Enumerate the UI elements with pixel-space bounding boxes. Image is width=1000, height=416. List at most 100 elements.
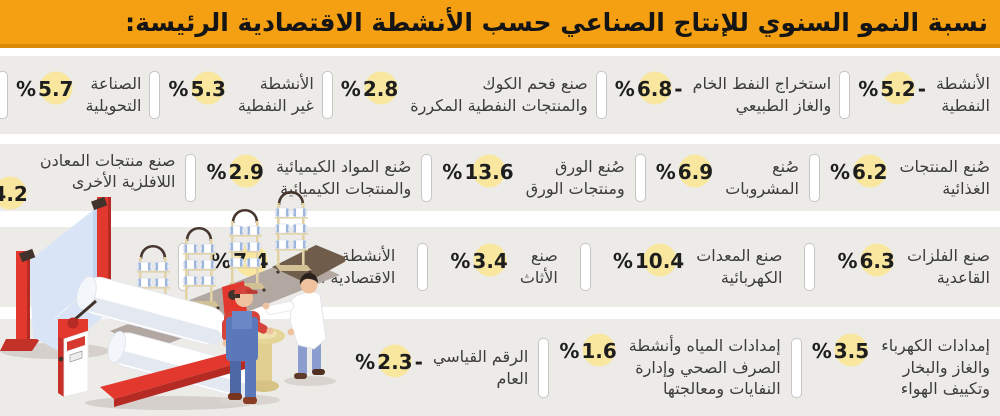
stat-item: الأنشطة غير النفطية % 5.3 — [168, 71, 314, 116]
growth-value: % 13.6 — [442, 154, 515, 188]
stat-item: صُنع المنتجات الغذائية % 6.2 — [830, 154, 990, 199]
growth-number: 5.7 — [38, 77, 74, 102]
growth-number: 5.2 — [880, 77, 916, 102]
percent-symbol: % — [206, 159, 227, 184]
percent-symbol: % — [340, 77, 361, 102]
highlight-circle — [39, 71, 73, 105]
highlight-circle — [472, 154, 506, 188]
divider-pill — [538, 337, 550, 398]
percent-symbol: % — [559, 339, 580, 364]
activity-label: صنع المعدات الكهربائية — [696, 246, 783, 287]
activity-label: صنع فحم الكوك والمنتجات النفطية المكررة — [410, 74, 588, 115]
highlight-circle — [0, 176, 27, 210]
percent-symbol: % — [355, 349, 376, 374]
highlight-circle — [364, 71, 398, 105]
divider-pill — [634, 153, 646, 202]
activity-label: إمدادات الكهرباء والغاز والبخار وتكييف ا… — [881, 336, 990, 399]
growth-value: % 6.2 — [830, 154, 889, 188]
divider-pill — [178, 243, 190, 291]
growth-value: % 6.9 — [655, 154, 715, 188]
percent-symbol: % — [655, 159, 676, 184]
divider-pill — [804, 243, 816, 291]
growth-value: % 7.4 — [211, 243, 270, 277]
activity-label: الأنشطة الاقتصادية الأخرى — [280, 246, 396, 287]
divider-pill — [790, 337, 802, 398]
stats-row-utilities: إمدادات الكهرباء والغاز والبخار وتكييف ا… — [0, 319, 1000, 416]
growth-number: 3.5 — [833, 339, 870, 364]
growth-value: % 6.3 — [837, 243, 896, 277]
growth-number: 6.2 — [852, 159, 888, 184]
growth-value: % 6.8- — [615, 71, 683, 105]
stat-item: صنع الفلزات القاعدية % 6.3 — [837, 243, 990, 288]
activity-label: صُنع الورق ومنتجات الورق — [525, 156, 625, 198]
growth-value: % 3.5 — [811, 333, 871, 367]
divider-pill — [809, 153, 820, 202]
stat-item: صُنع المشروبات % 6.9 — [655, 154, 799, 199]
activity-label: صُنع المشروبات — [725, 156, 799, 198]
highlight-circle — [643, 243, 677, 277]
activity-label: صُنع المواد الكيميائية والمنتجات الكيميا… — [275, 156, 412, 198]
highlight-circle — [229, 154, 263, 188]
growth-value: % 5.7 — [16, 71, 75, 105]
growth-number: 6.8 — [636, 77, 673, 102]
highlight-circle — [582, 333, 616, 367]
divider-pill — [0, 71, 8, 119]
divider-pill — [321, 71, 333, 119]
stats-row-oil: الأنشطة النفطية % 5.2- استخراج النفط الخا… — [0, 56, 1000, 134]
negative-sign: - — [917, 77, 926, 102]
growth-number: 2.8 — [362, 77, 399, 102]
activity-label: صنع منتجات المعادن اللافلزية الأخرى — [39, 150, 176, 192]
growth-value: % 2.9 — [206, 154, 265, 188]
stat-item: صنع فحم الكوك والمنتجات النفطية المكررة … — [340, 71, 588, 116]
percent-symbol: % — [811, 339, 832, 364]
growth-number: 2.3 — [377, 349, 413, 374]
stats-row-manufacturing-1: صُنع المنتجات الغذائية % 6.2 صُنع المشروب… — [0, 144, 1000, 211]
stat-item: الأنشطة الاقتصادية الأخرى % 7.4 — [211, 243, 396, 288]
divider-pill — [595, 71, 607, 119]
stat-item: صُنع الورق ومنتجات الورق % 13.6 — [442, 154, 625, 199]
divider-pill — [421, 153, 433, 202]
activity-label: الأنشطة غير النفطية — [237, 74, 314, 115]
growth-number: 4.2 — [0, 181, 28, 206]
stat-item: إمدادات المياه وأنشطة الصرف الصحي وإدارة… — [559, 333, 781, 400]
negative-sign: - — [674, 77, 683, 102]
activity-label: صنع الأثاث — [519, 246, 558, 287]
growth-number: 6.9 — [677, 159, 714, 184]
growth-number: 3.4 — [472, 249, 508, 274]
activity-label: صُنع المنتجات الغذائية — [899, 156, 990, 198]
growth-value: % 2.8 — [340, 71, 400, 105]
growth-number: 5.3 — [190, 77, 226, 102]
percent-symbol: % — [830, 159, 851, 184]
percent-symbol: % — [837, 249, 858, 274]
activity-label: إمدادات المياه وأنشطة الصرف الصحي وإدارة… — [628, 336, 781, 399]
growth-value: % 1.6 — [559, 333, 618, 367]
highlight-circle — [834, 333, 868, 367]
title-bar: نسبة النمو السنوي للإنتاج الصناعي حسب ال… — [0, 0, 1000, 48]
highlight-circle — [860, 243, 894, 277]
growth-value: % 5.3 — [168, 71, 227, 105]
divider-pill — [839, 71, 851, 119]
growth-value: % 3.4 — [450, 243, 509, 277]
percent-symbol: % — [612, 249, 633, 274]
activity-label: الصناعة التحويلية — [85, 74, 142, 115]
stat-item: صُنع المواد الكيميائية والمنتجات الكيميا… — [206, 154, 412, 199]
highlight-circle — [191, 71, 225, 105]
highlight-circle — [638, 71, 672, 105]
growth-number: 6.3 — [859, 249, 895, 274]
activity-label: استخراج النفط الخام والغاز الطبيعي — [692, 74, 832, 115]
stat-item: صنع الأثاث % 3.4 — [450, 243, 558, 288]
growth-value: % 5.2- — [858, 71, 926, 105]
stat-item: الرقم القياسي العام % 2.3- — [355, 344, 528, 389]
activity-label: الأنشطة النفطية — [936, 74, 990, 115]
percent-symbol: % — [450, 249, 471, 274]
highlight-circle — [853, 154, 887, 188]
growth-number: 10.4 — [634, 249, 685, 274]
growth-value: %4.2 — [0, 176, 30, 210]
percent-symbol: % — [168, 77, 189, 102]
growth-number: 2.9 — [228, 159, 264, 184]
growth-number: 1.6 — [581, 339, 617, 364]
divider-pill — [185, 153, 197, 202]
growth-value: % 10.4 — [612, 243, 686, 277]
growth-value: % 2.3- — [355, 344, 423, 378]
